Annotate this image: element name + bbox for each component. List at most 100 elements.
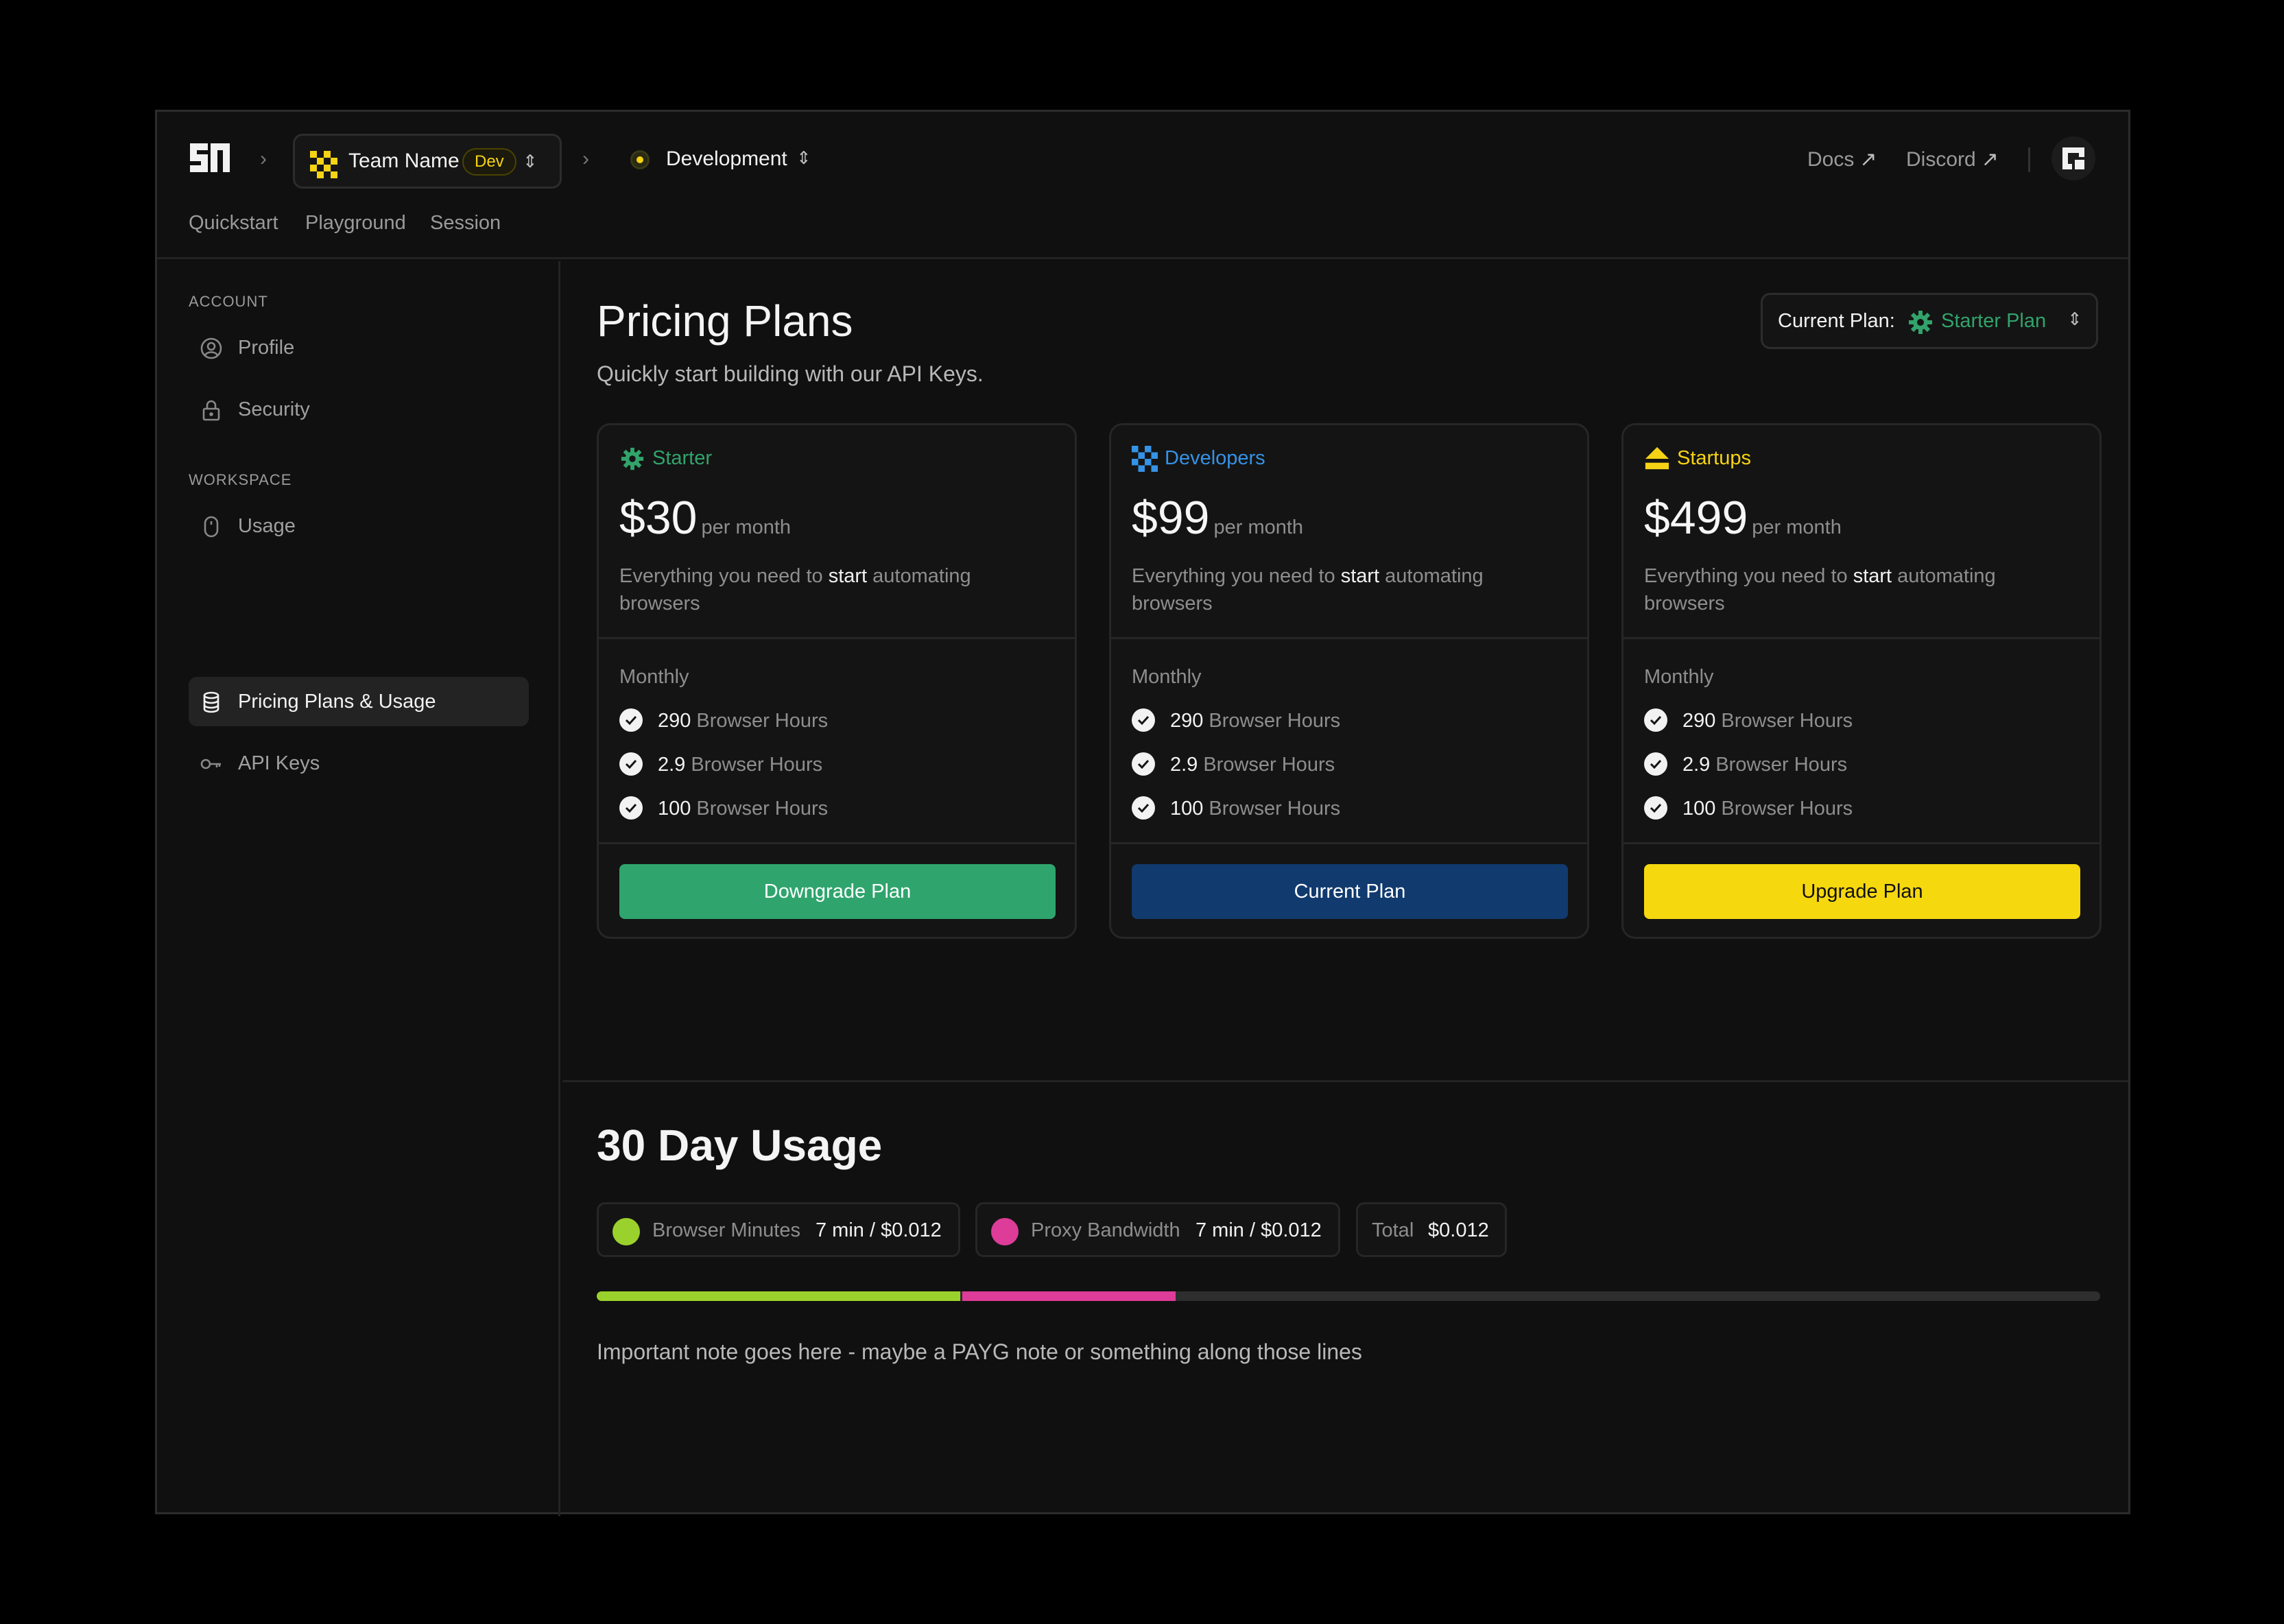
plan-card-startups: Startups $499 per month Everything you ne… <box>1621 423 2102 939</box>
sidebar-item-usage[interactable]: Usage <box>189 501 529 551</box>
stat-value: 7 min / $0.012 <box>1195 1219 1322 1241</box>
discord-link[interactable]: Discord ↗ <box>1906 148 1999 171</box>
check-icon <box>1132 796 1155 820</box>
feature-item: 2.9 Browser Hours <box>1644 752 1847 776</box>
environment-switcher[interactable]: Development <box>666 147 787 170</box>
feature-item: 290 Browser Hours <box>1644 708 1853 732</box>
workspace-heading: WORKSPACE <box>189 471 292 488</box>
user-circle-icon <box>200 337 222 359</box>
check-icon <box>1644 752 1667 776</box>
stat-value: 7 min / $0.012 <box>816 1219 942 1241</box>
plan-name: Developers <box>1165 447 1265 469</box>
proxy-bandwidth-stat: Proxy Bandwidth 7 min / $0.012 <box>975 1202 1340 1257</box>
sidebar-item-label: Security <box>238 398 310 420</box>
top-bar: › Team Name Dev ⇕ › Development ⇕ Docs ↗ … <box>157 112 2128 259</box>
starter-gear-icon <box>621 447 644 470</box>
check-icon <box>1644 708 1667 732</box>
sidebar-item-label: Profile <box>238 337 295 359</box>
stat-label: Browser Minutes <box>652 1219 800 1241</box>
browser-usage-segment <box>597 1291 960 1301</box>
feature-item: 290 Browser Hours <box>1132 708 1340 732</box>
chevron-up-down-icon: ⇕ <box>2067 309 2082 329</box>
plan-name: Startups <box>1677 447 1751 469</box>
nav-quickstart[interactable]: Quickstart <box>189 212 278 234</box>
page-title: Pricing Plans <box>597 296 853 346</box>
plan-card-header: Starter $30 per month Everything you need… <box>599 425 1075 639</box>
sidebar-item-label: Pricing Plans & Usage <box>238 691 436 713</box>
sidebar-item-security[interactable]: Security <box>189 385 529 434</box>
plan-card-header: Startups $499 per month Everything you ne… <box>1623 425 2099 639</box>
sidebar-item-api-keys[interactable]: API Keys <box>189 739 529 788</box>
starter-gear-icon <box>1909 311 1932 334</box>
chevron-up-down-icon[interactable]: ⇕ <box>796 147 811 168</box>
nav-playground[interactable]: Playground <box>305 212 406 234</box>
section-divider <box>562 1080 2128 1082</box>
plan-features: Monthly 290 Browser Hours 2.9 Browser Hour… <box>1111 641 1587 844</box>
check-icon <box>619 796 643 820</box>
downgrade-plan-button[interactable]: Downgrade Plan <box>619 864 1056 919</box>
app-logo[interactable] <box>187 141 233 175</box>
plan-period: Monthly <box>619 666 689 688</box>
plan-description: Everything you need to start automating … <box>619 565 971 614</box>
check-icon <box>619 752 643 776</box>
current-plan-label: Current Plan: <box>1778 310 1895 332</box>
header-divider <box>2028 147 2030 172</box>
proxy-bandwidth-dot-icon <box>991 1218 1019 1245</box>
check-icon <box>619 708 643 732</box>
upgrade-plan-button[interactable]: Upgrade Plan <box>1644 864 2080 919</box>
browser-minutes-dot-icon <box>612 1218 640 1245</box>
breadcrumb-separator: › <box>260 147 267 170</box>
sidebar-item-label: API Keys <box>238 752 320 774</box>
plan-price: $499 per month <box>1644 492 1842 544</box>
mouse-icon <box>204 516 219 538</box>
usage-note: Important note goes here - maybe a PAYG … <box>597 1339 1362 1364</box>
usage-title: 30 Day Usage <box>597 1121 883 1170</box>
current-plan-button[interactable]: Current Plan <box>1132 864 1568 919</box>
plan-features: Monthly 290 Browser Hours 2.9 Browser Hour… <box>599 641 1075 844</box>
external-arrow-icon: ↗ <box>1859 148 1877 171</box>
sidebar-item-profile[interactable]: Profile <box>189 323 529 372</box>
check-icon <box>1644 796 1667 820</box>
proxy-usage-segment <box>962 1291 1176 1301</box>
app-window: › Team Name Dev ⇕ › Development ⇕ Docs ↗ … <box>155 110 2130 1516</box>
team-name: Team Name <box>348 150 460 172</box>
environment-status-icon <box>630 150 650 169</box>
plan-card-developers: Developers $99 per month Everything you n… <box>1109 423 1589 939</box>
plan-description: Everything you need to start automating … <box>1132 565 1484 614</box>
check-icon <box>1132 752 1155 776</box>
plan-card-starter: Starter $30 per month Everything you need… <box>597 423 1077 939</box>
feature-item: 2.9 Browser Hours <box>619 752 822 776</box>
external-arrow-icon: ↗ <box>1981 148 1999 171</box>
plan-description: Everything you need to start automating … <box>1644 565 1996 614</box>
feature-item: 100 Browser Hours <box>619 796 828 820</box>
plan-price: $30 per month <box>619 492 792 544</box>
stat-label: Total <box>1372 1219 1414 1241</box>
nav-session[interactable]: Session <box>430 212 501 234</box>
current-plan-value: Starter Plan <box>1941 310 2047 332</box>
sidebar-item-pricing[interactable]: Pricing Plans & Usage <box>189 677 529 726</box>
docs-link[interactable]: Docs ↗ <box>1807 148 1877 171</box>
database-icon <box>203 691 219 713</box>
team-switcher[interactable]: Team Name Dev ⇕ <box>293 134 562 189</box>
account-heading: ACCOUNT <box>189 293 268 310</box>
check-icon <box>1132 708 1155 732</box>
plan-price: $99 per month <box>1132 492 1304 544</box>
feature-item: 2.9 Browser Hours <box>1132 752 1335 776</box>
feature-item: 100 Browser Hours <box>1644 796 1853 820</box>
avatar[interactable] <box>2051 136 2095 180</box>
breadcrumb-separator: › <box>582 147 589 170</box>
developers-checker-icon <box>1132 446 1158 472</box>
browser-minutes-stat: Browser Minutes 7 min / $0.012 <box>597 1202 960 1257</box>
stat-label: Proxy Bandwidth <box>1031 1219 1180 1241</box>
usage-progress-bar <box>597 1291 2100 1301</box>
page-subtitle: Quickly start building with our API Keys… <box>597 361 984 386</box>
feature-item: 100 Browser Hours <box>1132 796 1340 820</box>
feature-item: 290 Browser Hours <box>619 708 828 732</box>
plan-features: Monthly 290 Browser Hours 2.9 Browser Hour… <box>1623 641 2099 844</box>
avatar-logo-icon <box>2062 147 2084 169</box>
plan-name: Starter <box>652 447 713 469</box>
plan-period: Monthly <box>1132 666 1202 688</box>
stat-value: $0.012 <box>1428 1219 1489 1241</box>
chevron-up-down-icon: ⇕ <box>523 151 538 171</box>
current-plan-select[interactable]: Current Plan: Starter Plan ⇕ <box>1761 293 2098 349</box>
